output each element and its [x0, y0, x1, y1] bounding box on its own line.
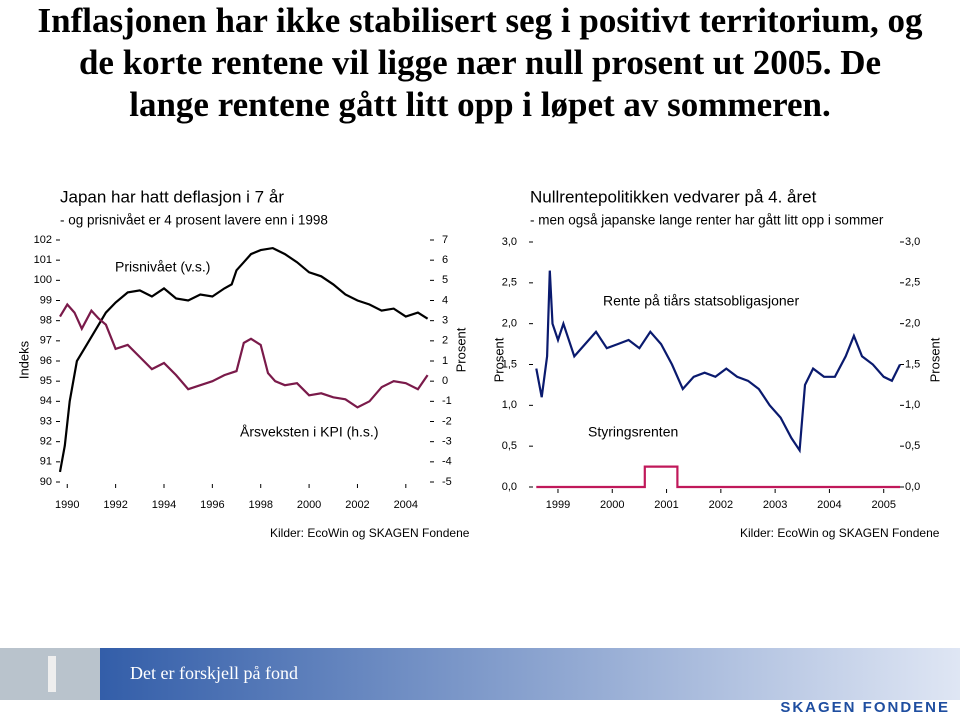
- y-tick-label: 98: [40, 315, 52, 327]
- x-tick-label: 2002: [345, 499, 369, 511]
- y-tick-label: 0,5: [502, 440, 517, 452]
- y-axis-label: Prosent: [491, 337, 506, 382]
- lighthouse: [48, 656, 56, 692]
- y2-tick-label: 6: [442, 254, 448, 266]
- x-tick-label: 1994: [152, 499, 176, 511]
- y-tick-label: 1,5: [502, 358, 517, 370]
- y2-tick-label: 3: [442, 315, 448, 327]
- x-tick-label: 2000: [297, 499, 321, 511]
- y-tick-label: 3,0: [502, 236, 517, 248]
- y2-tick-label: 4: [442, 294, 448, 306]
- x-tick-label: 2001: [654, 499, 678, 511]
- y-tick-label: 90: [40, 476, 52, 488]
- y2-tick-label: 2,5: [905, 277, 920, 289]
- y-tick-label: 2,0: [502, 318, 517, 330]
- y2-tick-label: 5: [442, 274, 448, 286]
- x-tick-label: 2002: [709, 499, 733, 511]
- y2-tick-label: 2: [442, 335, 448, 347]
- slogan: Det er forskjell på fond: [130, 663, 298, 683]
- x-tick-label: 1998: [248, 499, 272, 511]
- x-tick-label: 2004: [394, 499, 418, 511]
- y-tick-label: 96: [40, 355, 52, 367]
- title-line: Inflasjonen har ikke stabilisert seg i p…: [37, 1, 923, 40]
- y2-tick-label: -4: [442, 456, 452, 468]
- chart-subtitle: - og prisnivået er 4 prosent lavere enn …: [60, 213, 328, 228]
- y-tick-label: 97: [40, 335, 52, 347]
- x-tick-label: 2003: [763, 499, 787, 511]
- y-tick-label: 91: [40, 456, 52, 468]
- y2-tick-label: -5: [442, 476, 452, 488]
- y2-tick-label: 3,0: [905, 236, 920, 248]
- y2-axis-label: Prosent: [453, 327, 468, 372]
- x-tick-label: 1992: [103, 499, 127, 511]
- y-tick-label: 102: [34, 234, 52, 246]
- x-tick-label: 2005: [871, 499, 895, 511]
- x-tick-label: 1996: [200, 499, 224, 511]
- title-line: lange rentene gått litt opp i løpet av s…: [129, 85, 831, 124]
- x-tick-label: 2004: [817, 499, 841, 511]
- logo: SKAGEN FONDENE: [780, 699, 950, 716]
- y2-tick-label: 2,0: [905, 318, 920, 330]
- y-tick-label: 92: [40, 436, 52, 448]
- y2-tick-label: 0: [442, 375, 448, 387]
- series-label: Rente på tiårs statsobligasjoner: [603, 293, 799, 309]
- x-tick-label: 2000: [600, 499, 624, 511]
- x-tick-label: 1999: [546, 499, 570, 511]
- y2-axis-label: Prosent: [927, 337, 942, 382]
- series-line: [59, 302, 429, 409]
- y2-tick-label: 0,5: [905, 440, 920, 452]
- x-tick-label: 1990: [55, 499, 79, 511]
- series-line: [58, 246, 429, 473]
- y-tick-label: 2,5: [502, 277, 517, 289]
- y2-tick-label: -3: [442, 436, 452, 448]
- y2-tick-label: -1: [442, 395, 452, 407]
- y2-tick-label: 7: [442, 234, 448, 246]
- y-tick-label: 93: [40, 415, 52, 427]
- y-tick-label: 101: [34, 254, 52, 266]
- chart-subtitle: - men også japanske lange renter har gåt…: [530, 213, 884, 228]
- y-tick-label: 95: [40, 375, 52, 387]
- y-tick-label: 0,0: [502, 481, 517, 493]
- y-axis-label: Indeks: [16, 340, 31, 379]
- y-tick-label: 94: [40, 395, 52, 407]
- y2-tick-label: 1,0: [905, 399, 920, 411]
- chart-title: Nullrentepolitikken vedvarer på 4. året: [530, 187, 817, 206]
- chart-title: Japan har hatt deflasjon i 7 år: [60, 187, 284, 206]
- series-label: Årsveksten i KPI (h.s.): [240, 424, 378, 440]
- y2-tick-label: 0,0: [905, 481, 920, 493]
- series-line: [535, 270, 901, 454]
- series-line: [536, 465, 900, 489]
- y-tick-label: 100: [34, 274, 52, 286]
- source: Kilder: EcoWin og SKAGEN Fondene: [740, 526, 940, 540]
- y2-tick-label: 1: [442, 355, 448, 367]
- footer-band: [0, 648, 960, 700]
- y2-tick-label: -2: [442, 415, 452, 427]
- series-label: Styringsrenten: [588, 424, 678, 440]
- source: Kilder: EcoWin og SKAGEN Fondene: [270, 526, 470, 540]
- title-line: de korte rentene vil ligge nær null pros…: [78, 43, 882, 82]
- y-tick-label: 1,0: [502, 399, 517, 411]
- y2-tick-label: 1,5: [905, 358, 920, 370]
- y-tick-label: 99: [40, 294, 52, 306]
- series-label: Prisnivået (v.s.): [115, 259, 210, 275]
